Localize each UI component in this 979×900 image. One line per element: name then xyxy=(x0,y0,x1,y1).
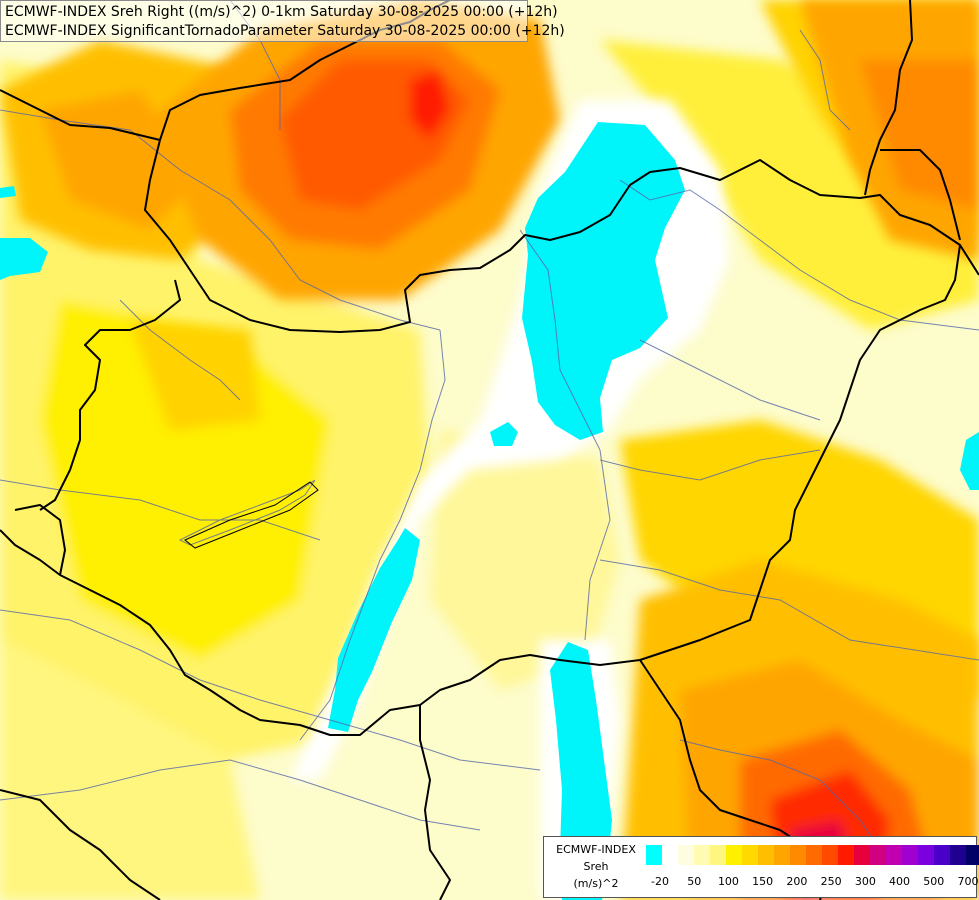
legend-tick-label: 50 xyxy=(687,875,702,888)
cyan-central-east xyxy=(522,122,685,440)
legend-tick-label: -20 xyxy=(651,875,669,888)
legend-swatch xyxy=(918,845,934,865)
legend-swatch xyxy=(950,845,966,865)
lake-outline xyxy=(184,481,319,549)
legend-swatch xyxy=(742,845,758,865)
legend-swatch xyxy=(774,845,790,865)
legend-tick-label: 500 xyxy=(923,875,945,888)
legend-swatch xyxy=(726,845,742,865)
legend-tick-label: 250 xyxy=(820,875,842,888)
legend-swatch xyxy=(710,845,726,865)
legend-swatch xyxy=(790,845,806,865)
rivers xyxy=(0,0,979,851)
legend-tick-label: 700 xyxy=(957,875,979,888)
cyan-south-west xyxy=(328,528,420,732)
legend-swatch xyxy=(934,845,950,865)
title-line-1: ECMWF-INDEX Sreh Right ((m/s)^2) 0-1km S… xyxy=(5,4,558,20)
cyan-tiny-west xyxy=(0,186,16,198)
legend-title-2: Sreh xyxy=(583,860,609,873)
legend-swatch xyxy=(902,845,918,865)
legend-title-1: ECMWF-INDEX xyxy=(556,843,636,856)
title-box: ECMWF-INDEX Sreh Right ((m/s)^2) 0-1km S… xyxy=(0,0,565,42)
legend-swatch xyxy=(854,845,870,865)
cyan-small-blob xyxy=(490,422,518,446)
legend-swatch xyxy=(870,845,886,865)
legend-swatch xyxy=(822,845,838,865)
north-hotspot xyxy=(150,0,560,300)
cyan-areas xyxy=(0,122,979,900)
legend-swatch xyxy=(966,845,979,865)
legend-tick-label: 200 xyxy=(786,875,808,888)
legend-swatch xyxy=(694,845,710,865)
legend-tick-label: 300 xyxy=(854,875,876,888)
northeast-orange xyxy=(800,0,979,260)
legend-title-3: (m/s)^2 xyxy=(573,877,619,890)
legend-swatch xyxy=(886,845,902,865)
legend-tick-label: 150 xyxy=(752,875,774,888)
legend-tick-label: 400 xyxy=(889,875,911,888)
legend-swatch xyxy=(646,845,662,865)
legend: ECMWF-INDEX Sreh (m/s)^2 -20 50 100 150 200 2… xyxy=(543,836,979,898)
cyan-west-edge xyxy=(0,238,48,280)
legend-color-scale xyxy=(646,845,979,865)
legend-swatch xyxy=(758,845,774,865)
title-line-2: ECMWF-INDEX SignificantTornadoParameter … xyxy=(5,23,565,39)
cyan-south xyxy=(550,642,612,900)
legend-swatch xyxy=(838,845,854,865)
legend-swatch xyxy=(678,845,694,865)
legend-swatch xyxy=(662,845,678,865)
legend-swatch xyxy=(806,845,822,865)
legend-tick-label: 100 xyxy=(717,875,739,888)
cyan-east-edge xyxy=(960,432,979,490)
